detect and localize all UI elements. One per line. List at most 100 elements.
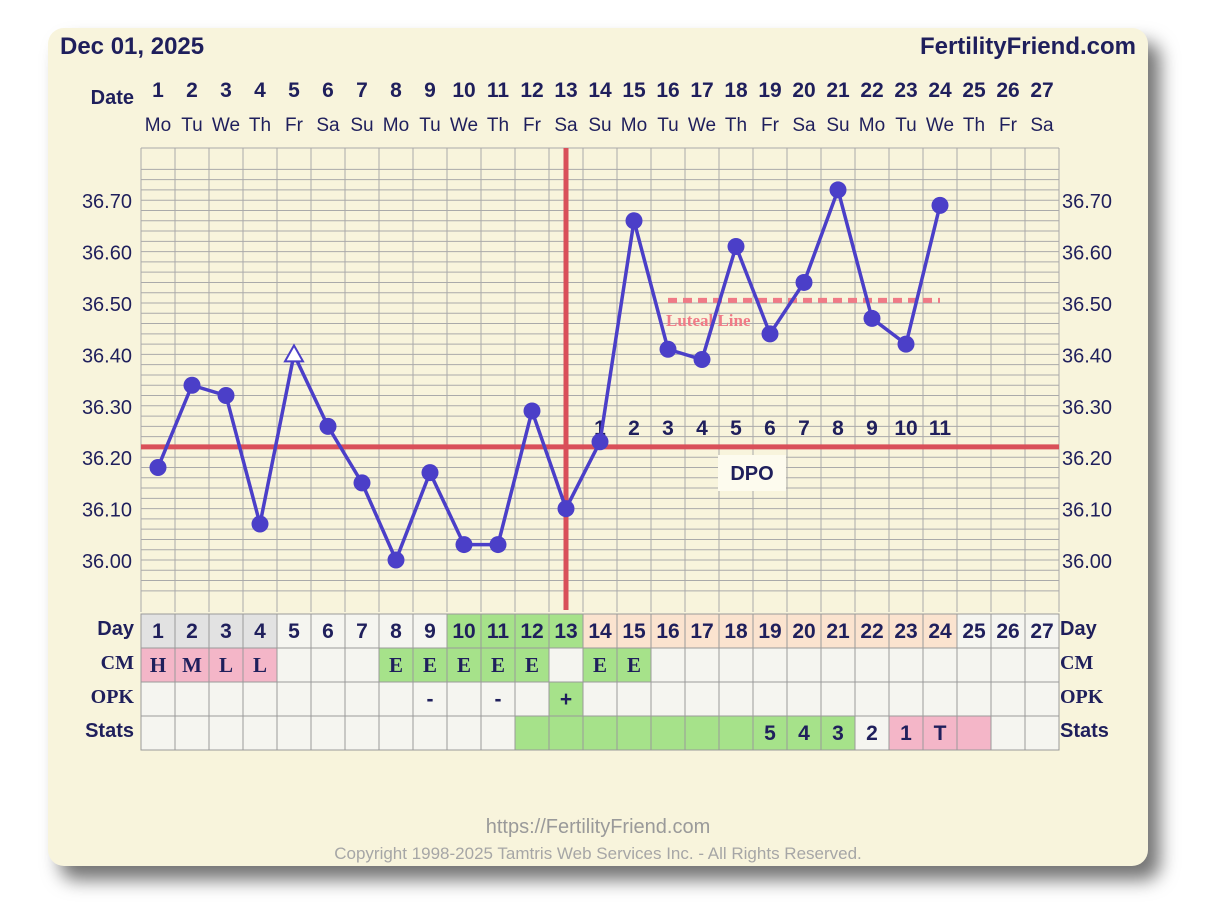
temperature-point[interactable] [897,335,915,353]
temperature-point[interactable] [829,181,847,199]
stats-cell [650,715,686,751]
x-tick-weekday: We [450,115,478,136]
x-tick-day-number: 17 [690,79,713,102]
cm-cell [242,647,278,683]
day-cell [412,613,448,649]
opk-cell [310,681,346,717]
temperature-point[interactable] [693,351,711,369]
temperature-point[interactable] [489,536,507,554]
cm-cell [208,647,244,683]
y-tick-label-left: 36.40 [82,345,132,367]
stats-cell [480,715,516,751]
temperature-point[interactable] [387,551,405,569]
cm-cell [310,647,346,683]
x-tick-weekday: Th [963,115,985,136]
stats-cell [276,715,312,751]
chart-marks: 36.70 36.70 36.60 36.60 36.50 36.50 36.40 36.40… [82,79,1112,573]
dpo-number: 9 [866,417,878,440]
temperature-point[interactable] [659,340,677,358]
temperature-point[interactable] [217,387,235,405]
temperature-point[interactable] [523,402,541,420]
cm-cell [956,647,992,683]
day-cell-text: 2 [186,620,198,643]
discarded-temperature-point[interactable] [283,343,305,363]
temperature-point[interactable] [761,325,779,343]
x-tick-weekday: Mo [383,115,409,136]
temperature-point[interactable] [557,500,575,518]
day-cell-text: 15 [622,620,646,643]
temperature-point[interactable] [319,417,337,435]
dpo-number: 10 [894,417,917,440]
x-tick-day-number: 10 [452,79,475,102]
day-cell-text: 10 [452,620,475,643]
x-tick-day-number: 19 [758,79,781,102]
opk-cell [514,681,550,717]
stats-row-label-left: Stats [85,720,134,742]
x-tick-day-number: 13 [554,79,577,102]
x-tick-day-number: 26 [996,79,1019,102]
temperature-point[interactable] [863,309,881,327]
day-cell-text: 11 [487,620,510,643]
x-tick-day-number: 12 [520,79,543,102]
footer-url[interactable]: https://FertilityFriend.com [486,816,711,838]
cm-cell [378,647,414,683]
stats-cell [854,715,890,751]
opk-cell [344,681,380,717]
day-cell-text: 25 [962,620,986,643]
day-cell [684,613,720,649]
x-tick-weekday: Th [487,115,509,136]
day-cell-text: 3 [220,620,232,643]
stats-cell [786,715,822,751]
stats-cell [888,715,924,751]
site-name[interactable]: FertilityFriend.com [920,33,1136,60]
day-row-label-left: Day [97,618,135,640]
opk-cell [548,681,584,717]
temperature-point[interactable] [421,464,439,482]
temperature-point[interactable] [455,536,473,554]
opk-cell [1024,681,1060,717]
temperature-point[interactable] [251,515,269,533]
chart-date-title: Dec 01, 2025 [60,33,204,60]
temperature-point[interactable] [727,237,745,255]
y-tick-label-right: 36.50 [1062,294,1112,316]
footer-copyright: Copyright 1998-2025 Tamtris Web Services… [334,844,862,863]
y-tick-label-left: 36.30 [82,397,132,419]
x-tick-weekday: Tu [419,115,440,136]
x-tick-day-number: 24 [928,79,952,102]
x-tick-weekday: Th [725,115,747,136]
cm-cell-text: E [457,653,471,677]
day-cell [616,613,652,649]
temperature-point[interactable] [183,376,201,394]
stats-cell [956,715,992,751]
cm-cell [684,647,720,683]
x-tick-weekday: Sa [554,115,578,136]
temperature-point[interactable] [353,474,371,492]
opk-cell [140,681,176,717]
temperature-point[interactable] [591,433,609,451]
x-tick-weekday: We [212,115,240,136]
day-cell-text: 9 [424,620,436,643]
y-tick-label-left: 36.20 [82,448,132,470]
opk-cell-text: - [495,688,502,711]
x-tick-day-number: 7 [356,79,368,102]
dpo-number: 11 [929,417,952,440]
y-tick-label-right: 36.70 [1062,191,1112,213]
stats-cell [990,715,1026,751]
day-cell-text: 23 [894,620,917,643]
stats-cell [752,715,788,751]
day-cell [752,613,788,649]
temperature-point[interactable] [149,458,167,476]
temperature-point[interactable] [795,273,813,291]
opk-cell [480,681,516,717]
x-tick-weekday: Th [249,115,271,136]
chart-lines [141,148,1059,610]
y-tick-label-right: 36.60 [1062,243,1112,265]
y-tick-label-right: 36.00 [1062,551,1112,573]
cm-cell-text: E [389,653,403,677]
cm-cell [888,647,924,683]
temperature-point[interactable] [625,212,643,230]
stats-cell-text: 3 [832,722,844,745]
x-tick-weekday: Mo [621,115,647,136]
x-tick-weekday: Tu [657,115,678,136]
temperature-point[interactable] [931,196,949,214]
